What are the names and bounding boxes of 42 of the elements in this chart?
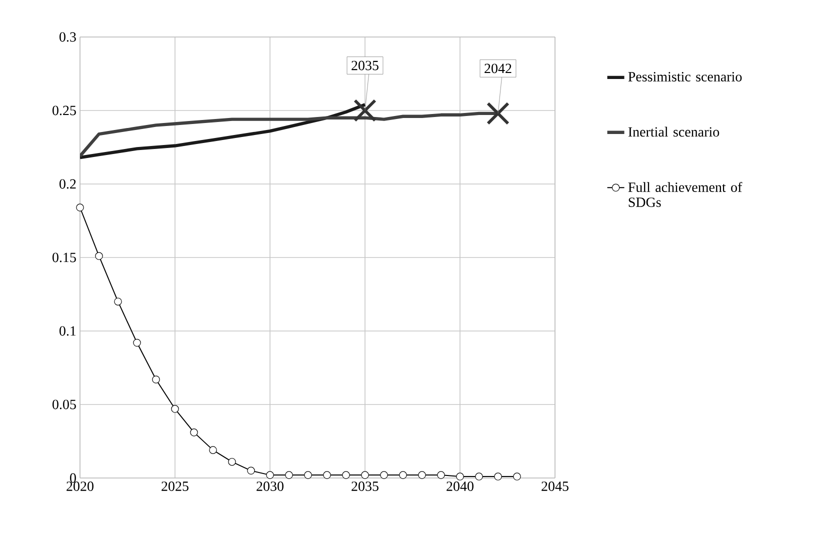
point (171, 405, 179, 413)
point (494, 472, 502, 480)
point (475, 472, 483, 480)
point (304, 471, 312, 479)
y-tick-label: 0.15 (52, 252, 76, 262)
y-tick-label: 0.2 (60, 179, 76, 189)
x-tick-label: 2035 (352, 482, 378, 491)
point (418, 471, 426, 479)
legend-label: Pessimistic scenario (628, 72, 742, 82)
annotation: 2035 (352, 60, 378, 70)
point (513, 472, 521, 480)
point (342, 471, 350, 479)
y-tick-label: 0.05 (52, 400, 76, 410)
x-tick-label: 2040 (446, 482, 474, 491)
x-tick-label: 2025 (162, 482, 188, 491)
point (190, 428, 198, 436)
y-tick-label: 0.25 (52, 106, 76, 116)
point (209, 446, 217, 454)
y-tick-label: 0.3 (60, 32, 76, 42)
annotation: 2042 (484, 64, 512, 74)
point (399, 471, 407, 479)
point (380, 471, 388, 479)
point (437, 471, 445, 479)
point (95, 252, 103, 260)
x-tick-label: 2030 (256, 482, 284, 491)
point (247, 466, 255, 475)
point (361, 471, 369, 479)
point (76, 204, 84, 212)
point (285, 471, 293, 479)
legend-label: Inertial scenario (628, 126, 720, 137)
point (114, 298, 122, 306)
point (323, 471, 331, 479)
point (228, 458, 236, 466)
point (266, 471, 274, 479)
y-tick-label: 0 (70, 473, 76, 483)
y-tick-label: 0.1 (60, 326, 76, 336)
legend-label: Full achievement of SDGs (628, 182, 742, 207)
x-tick-label: 2045 (542, 482, 568, 491)
point (133, 338, 141, 347)
x-tick-label: 2020 (66, 482, 94, 491)
point (456, 472, 464, 480)
point (152, 376, 160, 384)
